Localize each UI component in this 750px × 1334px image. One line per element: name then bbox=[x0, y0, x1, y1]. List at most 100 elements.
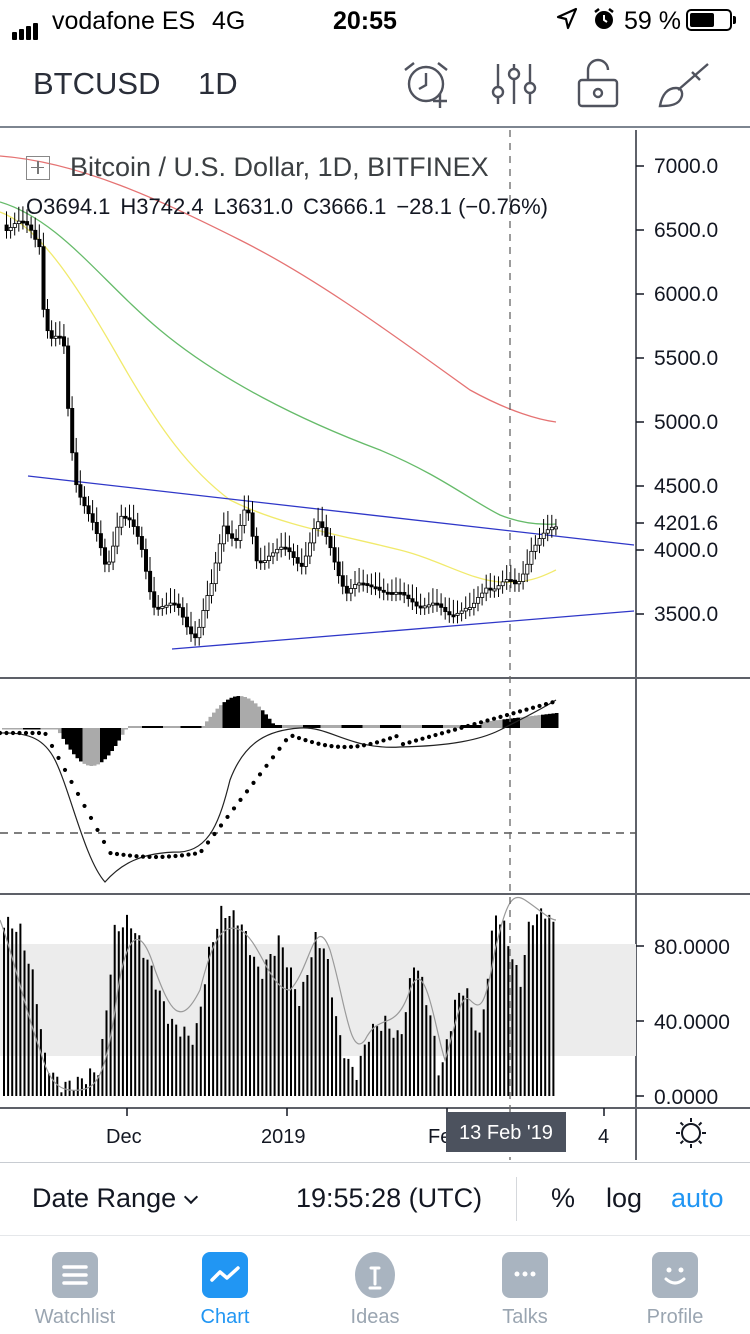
macd-bar bbox=[58, 728, 62, 734]
candle bbox=[377, 572, 382, 599]
candle bbox=[271, 543, 276, 565]
candlestick-series bbox=[4, 206, 559, 646]
macd-signal-dot bbox=[426, 734, 432, 739]
candle bbox=[451, 599, 456, 624]
macd-bar bbox=[488, 720, 492, 728]
candle bbox=[430, 588, 435, 613]
date-range-button[interactable]: Date Range bbox=[32, 1183, 199, 1214]
macd-bar bbox=[226, 699, 230, 728]
ohlc-values: O3694.1 H3742.4 L3631.0 C3666.1 −28.1 (−0.76… bbox=[26, 194, 558, 220]
indicators-sliders-icon[interactable] bbox=[488, 58, 544, 110]
price-tick: 6500.0 bbox=[654, 219, 718, 242]
candle bbox=[184, 603, 189, 635]
tab-chart[interactable]: Chart bbox=[150, 1252, 300, 1329]
interval-selector[interactable]: 1D bbox=[198, 66, 238, 101]
macd-signal-dot bbox=[205, 840, 211, 845]
candle bbox=[135, 512, 140, 545]
candle bbox=[394, 577, 399, 602]
tab-ideas[interactable]: Ideas bbox=[300, 1252, 450, 1329]
candle bbox=[463, 596, 468, 619]
stoch-tick: 40.0000 bbox=[654, 1011, 730, 1034]
auto-scale-toggle[interactable]: auto bbox=[671, 1183, 724, 1213]
bottom-tab-bar: Watchlist Chart Ideas Talks Profile bbox=[0, 1238, 750, 1334]
alarm-clock-add-icon[interactable] bbox=[400, 58, 456, 110]
candle bbox=[303, 541, 308, 575]
macd-bar bbox=[359, 725, 363, 728]
candle bbox=[348, 578, 353, 602]
macd-signal-dot bbox=[82, 803, 87, 809]
macd-signal-dot bbox=[355, 744, 360, 749]
candle bbox=[242, 495, 247, 534]
macd-bar bbox=[292, 725, 296, 728]
macd-bar bbox=[457, 725, 461, 728]
utc-time-readout[interactable]: 19:55:28 (UTC) bbox=[296, 1183, 483, 1213]
macd-signal-dot bbox=[43, 731, 48, 737]
battery-percent: 59 % bbox=[624, 7, 681, 35]
macd-bar bbox=[523, 716, 527, 728]
candle bbox=[74, 437, 79, 493]
ideas-bulb-icon bbox=[355, 1252, 395, 1298]
macd-signal-dot bbox=[290, 733, 295, 738]
macd-signal-dot bbox=[108, 850, 113, 856]
candle bbox=[205, 580, 210, 619]
macd-bar bbox=[537, 715, 541, 728]
candle bbox=[258, 547, 263, 570]
macd-bar bbox=[527, 716, 531, 728]
time-tick: 4 bbox=[598, 1126, 609, 1148]
candle bbox=[12, 212, 17, 236]
tab-watchlist[interactable]: Watchlist bbox=[0, 1252, 150, 1329]
candle bbox=[320, 506, 325, 536]
drawing-brush-icon[interactable] bbox=[656, 58, 712, 110]
log-scale-toggle[interactable]: log bbox=[606, 1183, 643, 1213]
chart-canvas[interactable]: 7000.0 6500.0 6000.0 5500.0 5000.0 4500.… bbox=[0, 130, 750, 1160]
candle bbox=[287, 535, 292, 560]
chart-graphics[interactable]: 7000.0 6500.0 6000.0 5500.0 5000.0 4500.… bbox=[0, 130, 750, 1160]
tab-label: Talks bbox=[502, 1306, 548, 1328]
macd-bar bbox=[282, 725, 286, 728]
macd-bar bbox=[439, 725, 443, 728]
candle bbox=[484, 574, 489, 602]
candle bbox=[426, 592, 431, 614]
macd-bar bbox=[243, 697, 247, 728]
macd-bar bbox=[341, 725, 345, 728]
candle bbox=[398, 578, 403, 601]
symbol-selector[interactable]: BTCUSD bbox=[33, 66, 161, 101]
macd-bar bbox=[152, 726, 156, 728]
macd-bar bbox=[47, 728, 51, 730]
macd-bar bbox=[86, 728, 90, 766]
tab-talks[interactable]: Talks bbox=[450, 1252, 600, 1329]
candle bbox=[525, 549, 530, 583]
candle bbox=[238, 513, 243, 549]
macd-bar bbox=[271, 723, 275, 728]
tab-profile[interactable]: Profile bbox=[600, 1252, 750, 1329]
macd-bar bbox=[506, 718, 510, 728]
macd-bar bbox=[103, 728, 107, 760]
macd-bar bbox=[366, 725, 370, 728]
macd-bar bbox=[212, 712, 216, 728]
location-arrow-icon bbox=[556, 7, 578, 38]
macd-bar bbox=[26, 728, 30, 730]
macd-signal-dot bbox=[342, 744, 347, 750]
candle bbox=[234, 529, 239, 549]
macd-bar bbox=[128, 726, 132, 728]
candle bbox=[508, 564, 513, 589]
add-symbol-plus-icon[interactable] bbox=[26, 155, 50, 180]
macd-bar bbox=[180, 726, 184, 728]
macd-line bbox=[0, 699, 557, 883]
macd-signal-dot bbox=[452, 727, 458, 732]
macd-signal-dot bbox=[420, 736, 425, 741]
price-tick: 3500.0 bbox=[654, 603, 718, 626]
macd-signal-dot bbox=[472, 722, 477, 727]
candle bbox=[127, 504, 132, 528]
macd-signal-dot bbox=[303, 738, 308, 743]
macd-bar bbox=[240, 696, 244, 728]
percent-scale-toggle[interactable]: % bbox=[551, 1183, 576, 1213]
candle bbox=[37, 224, 42, 255]
chart-settings-gear-icon[interactable] bbox=[676, 1118, 706, 1148]
macd-bar bbox=[481, 721, 485, 728]
candle bbox=[49, 320, 54, 347]
macd-bar bbox=[422, 725, 426, 728]
macd-bar bbox=[12, 728, 16, 730]
unlock-icon[interactable] bbox=[574, 58, 630, 110]
macd-bar bbox=[376, 725, 380, 728]
